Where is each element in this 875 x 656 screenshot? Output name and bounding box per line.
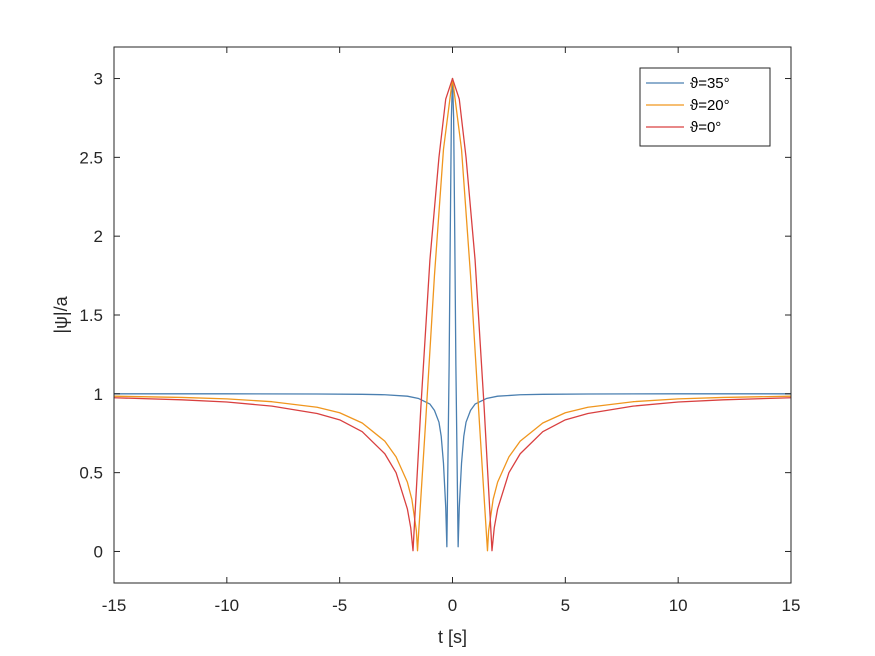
x-tick-label: -5: [332, 596, 347, 615]
legend-label-2: ϑ=20°: [690, 97, 730, 114]
y-tick-label: 0: [94, 542, 103, 561]
legend-box: [639, 67, 771, 147]
x-tick-label: 10: [669, 596, 688, 615]
x-axis-label: t [s]: [438, 627, 467, 647]
x-tick-label: -10: [215, 596, 240, 615]
series-line-3: [114, 77, 791, 552]
y-tick-label: 1: [94, 385, 103, 404]
series-layer: [114, 77, 791, 552]
ticks-layer: -15 -10 -5 0 5 10 15 0 0.5 1 1.5 2 2.5 3: [79, 47, 800, 615]
y-tick-label: 2: [94, 227, 103, 246]
x-tick-label: 0: [448, 596, 457, 615]
legend-label-1: ϑ=35°: [690, 75, 730, 92]
x-tick-label: 5: [561, 596, 570, 615]
legend-label-3: ϑ=0°: [690, 119, 721, 136]
y-tick-label: 3: [94, 70, 103, 89]
y-tick-label: 1.5: [79, 306, 103, 325]
y-axis-label: |ψ|/a: [51, 295, 71, 333]
y-tick-label: 2.5: [79, 148, 103, 167]
legend: ϑ=35° ϑ=20° ϑ=0°: [639, 67, 771, 147]
x-tick-label: 15: [782, 596, 801, 615]
x-tick-label: -15: [102, 596, 127, 615]
y-tick-label: 0.5: [79, 464, 103, 483]
